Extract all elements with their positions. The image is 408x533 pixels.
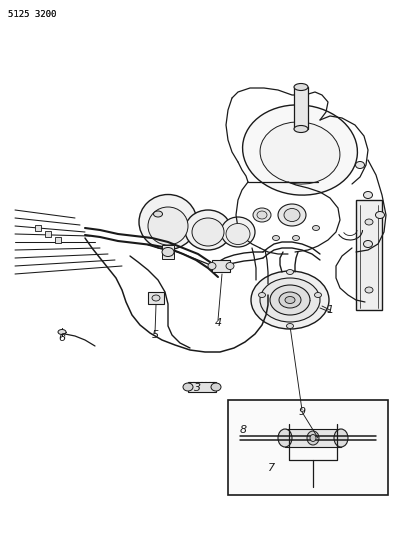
Ellipse shape [278, 429, 292, 447]
Ellipse shape [294, 125, 308, 133]
Ellipse shape [183, 383, 193, 391]
Ellipse shape [192, 218, 224, 246]
Ellipse shape [284, 208, 300, 222]
Ellipse shape [211, 383, 221, 391]
Text: 1: 1 [326, 305, 334, 315]
Ellipse shape [279, 292, 301, 308]
Text: 3: 3 [195, 383, 202, 393]
Ellipse shape [58, 329, 66, 335]
Text: 5: 5 [151, 330, 159, 340]
Bar [35, 225, 41, 231]
Bar [188, 382, 216, 392]
Ellipse shape [273, 236, 279, 240]
Ellipse shape [260, 122, 340, 184]
Text: 5125 3200: 5125 3200 [8, 10, 56, 19]
Ellipse shape [313, 225, 319, 230]
Ellipse shape [208, 262, 216, 270]
Bar [285, 429, 341, 447]
Bar [212, 260, 230, 272]
Ellipse shape [251, 271, 329, 329]
Ellipse shape [257, 211, 267, 219]
Bar [228, 400, 388, 495]
Ellipse shape [260, 278, 320, 322]
Ellipse shape [278, 204, 306, 226]
Text: 9: 9 [298, 407, 306, 417]
Ellipse shape [307, 431, 319, 445]
Ellipse shape [294, 84, 308, 91]
Ellipse shape [334, 429, 348, 447]
Ellipse shape [139, 195, 197, 249]
Ellipse shape [148, 207, 188, 245]
Ellipse shape [375, 212, 384, 219]
Text: 7: 7 [268, 463, 275, 473]
Bar [162, 245, 174, 259]
Ellipse shape [162, 247, 174, 256]
Ellipse shape [285, 296, 295, 303]
Text: 4: 4 [215, 318, 222, 328]
Ellipse shape [365, 219, 373, 225]
Text: 6: 6 [58, 333, 66, 343]
Ellipse shape [253, 208, 271, 222]
Bar [148, 292, 164, 304]
Ellipse shape [286, 270, 293, 274]
Ellipse shape [315, 293, 322, 297]
Ellipse shape [185, 210, 231, 250]
Bar [55, 237, 61, 243]
Ellipse shape [293, 236, 299, 240]
Ellipse shape [364, 191, 373, 198]
Ellipse shape [355, 161, 364, 168]
Ellipse shape [153, 211, 162, 217]
Bar [45, 231, 51, 237]
Ellipse shape [152, 295, 160, 301]
Ellipse shape [221, 217, 255, 247]
Ellipse shape [286, 324, 293, 328]
Ellipse shape [364, 240, 373, 247]
Text: 5125 3200: 5125 3200 [8, 10, 56, 19]
Bar [356, 200, 382, 310]
Ellipse shape [270, 285, 310, 315]
Bar [294, 87, 308, 129]
Ellipse shape [226, 262, 234, 270]
Ellipse shape [365, 287, 373, 293]
Ellipse shape [226, 223, 250, 245]
Ellipse shape [259, 293, 266, 297]
Ellipse shape [243, 105, 357, 195]
Text: 8: 8 [239, 425, 246, 435]
Ellipse shape [310, 434, 316, 441]
